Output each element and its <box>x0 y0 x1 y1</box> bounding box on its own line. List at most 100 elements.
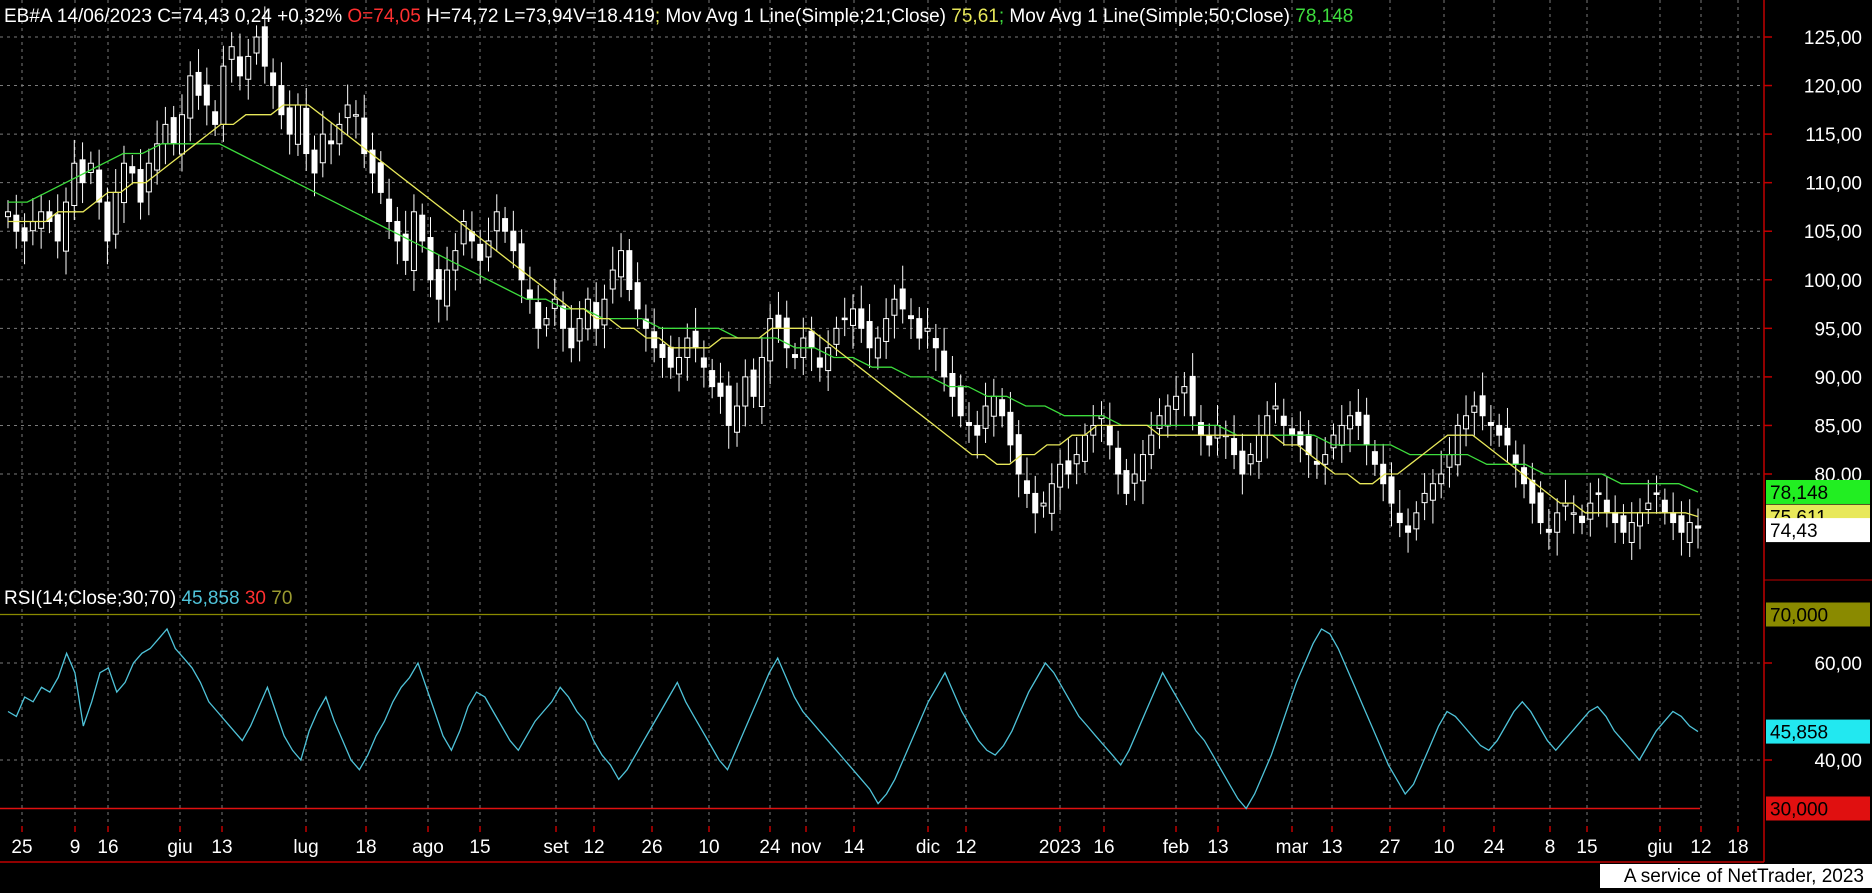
candle-body <box>1570 512 1577 515</box>
candle-body <box>601 298 608 326</box>
candle-body <box>717 382 724 397</box>
candle-body <box>1338 424 1345 446</box>
candle-body <box>286 107 293 135</box>
candle-body <box>932 338 939 349</box>
candle-body <box>79 159 86 184</box>
candle-body <box>982 405 989 429</box>
candle-body <box>1123 470 1130 494</box>
candle-body <box>236 56 243 77</box>
candle-body <box>120 162 127 204</box>
low-value: L=73,94 <box>503 6 573 27</box>
candle-body <box>1048 483 1055 514</box>
candle-body <box>228 46 235 60</box>
candle-body <box>1595 492 1602 495</box>
candle-body <box>1073 454 1080 465</box>
ma21-value: 75,61 <box>951 6 999 27</box>
candle-body <box>435 269 442 300</box>
candle-body <box>104 201 111 242</box>
candle-body <box>485 240 492 258</box>
x-tick-label: 16 <box>97 837 118 858</box>
candle-body <box>1280 415 1287 426</box>
candle-body <box>1040 502 1047 507</box>
footer-credit: A service of NetTrader, 2023 <box>1623 866 1864 887</box>
x-tick-label: 13 <box>1207 837 1228 858</box>
candle-body <box>941 350 948 378</box>
candle-body <box>1612 512 1619 524</box>
ma50-label: Mov Avg 1 Line(Simple;50;Close) <box>1009 6 1290 27</box>
candle-body <box>758 356 765 408</box>
candle-body <box>1173 395 1180 410</box>
candle-body <box>1164 405 1171 427</box>
candle-body <box>452 250 459 271</box>
candle-body <box>1197 422 1204 436</box>
candle-body <box>543 318 550 326</box>
price-tick-label: 95,00 <box>1814 319 1862 340</box>
rsi-legend: RSI(14;Close;30;70) 45,858 30 70 <box>4 588 292 610</box>
candle-body <box>767 318 774 362</box>
candle-body <box>1438 473 1445 485</box>
candle-body <box>96 169 103 203</box>
footer-bg <box>1600 864 1872 888</box>
candle-body <box>1471 405 1478 413</box>
candle-body <box>825 347 832 372</box>
candle-body <box>1255 434 1262 462</box>
candle-body <box>700 357 707 368</box>
rsi-upper: 70 <box>271 588 293 609</box>
candle-body <box>957 385 964 417</box>
candle-body <box>220 65 227 125</box>
ma50-value: 78,148 <box>1295 6 1354 27</box>
x-tick-label: 24 <box>1483 837 1505 858</box>
candle-body <box>568 327 575 349</box>
candle-body <box>62 201 69 252</box>
candle-body <box>1454 424 1461 466</box>
candle-body <box>444 269 451 307</box>
candle-body <box>1297 431 1304 446</box>
candle-body <box>1156 415 1163 429</box>
ma50-badge: 78,148 <box>1770 483 1828 504</box>
candle-body <box>1015 434 1022 475</box>
candle-body <box>1554 512 1561 533</box>
candle-body <box>1363 414 1370 446</box>
candle-body <box>1661 499 1668 514</box>
rsi-value-badge-bg <box>1766 719 1870 744</box>
candle-body <box>792 354 799 358</box>
rsi-lower: 30 <box>244 588 266 609</box>
x-tick-label: 12 <box>1690 837 1711 858</box>
rsi-line <box>7 627 1699 810</box>
candle-body <box>924 327 931 332</box>
x-tick-label: 18 <box>1727 837 1748 858</box>
candle-body <box>460 221 467 245</box>
candle-body <box>1181 386 1188 394</box>
candle-body <box>1429 483 1436 501</box>
x-tick-label: 15 <box>1576 837 1597 858</box>
x-tick-label: 14 <box>843 837 865 858</box>
candle-body <box>137 169 144 203</box>
candle-body <box>618 250 625 278</box>
change-pct: +0,32% <box>277 6 343 27</box>
candle-body <box>1057 463 1064 488</box>
candle-body <box>1007 411 1014 446</box>
rsi-value-badge: 45,858 <box>1770 723 1828 744</box>
candle-body <box>1239 450 1246 475</box>
candle-body <box>676 356 683 375</box>
x-tick-label: lug <box>293 837 318 858</box>
price-tick-label: 100,00 <box>1804 271 1862 292</box>
candle-body <box>1421 492 1428 504</box>
candle-body <box>212 111 219 125</box>
x-tick-label: giu <box>1647 837 1672 858</box>
candle-body <box>1653 492 1660 495</box>
candle-body <box>874 337 881 359</box>
candle-body <box>1206 434 1213 446</box>
candle-body <box>692 330 699 349</box>
candle-body <box>377 162 384 193</box>
rsi-label: RSI(14;Close;30;70) <box>4 588 177 609</box>
candle-body <box>535 302 542 329</box>
candle-body <box>294 104 301 145</box>
candle-body <box>816 357 823 368</box>
x-tick-label: 24 <box>759 837 781 858</box>
close-value: C=74,43 <box>157 6 230 27</box>
candle-body <box>1545 528 1552 533</box>
candle-body <box>1686 522 1693 543</box>
